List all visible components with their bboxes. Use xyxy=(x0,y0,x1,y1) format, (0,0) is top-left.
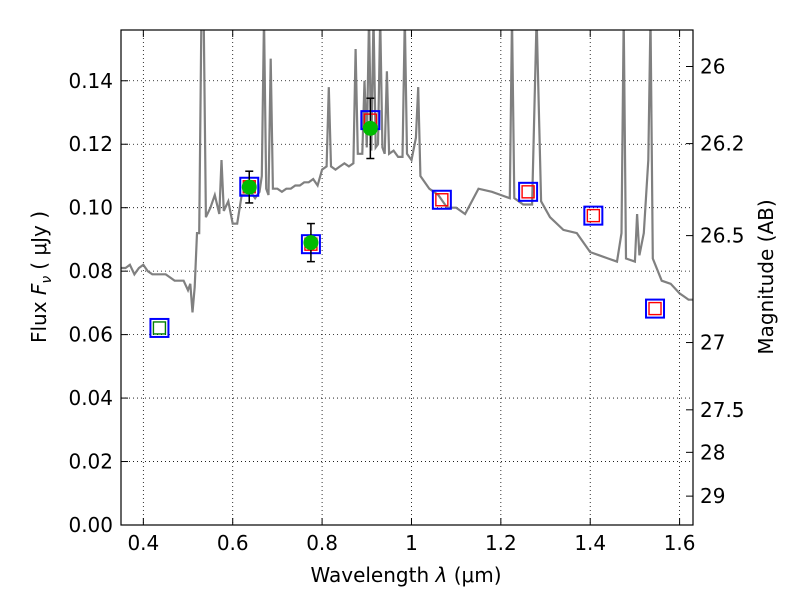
y-tick-label: 0.08 xyxy=(68,259,113,283)
y2-tick-label: 27.5 xyxy=(700,398,745,422)
observed-point xyxy=(303,235,319,251)
y-tick-label: 0.12 xyxy=(68,132,113,156)
observed-point xyxy=(241,179,257,195)
model-box xyxy=(431,189,452,210)
y2-tick-label: 26 xyxy=(700,54,725,78)
x-tick-label: 0.6 xyxy=(217,531,249,555)
y2-tick-label: 29 xyxy=(700,484,725,508)
y2-axis-label: Magnitude (AB) xyxy=(754,199,778,354)
model-box-inner xyxy=(586,208,601,223)
y2-tick-label: 26.2 xyxy=(700,132,745,156)
x-tick-label: 1.6 xyxy=(664,531,696,555)
model-box-inner xyxy=(152,321,167,335)
y-axis-label-subscript: ν xyxy=(39,276,55,284)
x-tick-label: 1.2 xyxy=(485,531,517,555)
x-tick-label: 1.4 xyxy=(574,531,606,555)
x-tick-label: 1 xyxy=(405,531,418,555)
observed-markers xyxy=(241,97,378,263)
model-box xyxy=(645,298,666,319)
plot-area xyxy=(121,30,693,338)
model-box-inner xyxy=(521,185,535,199)
y-axis-label: Flux Fν ( μJy ) xyxy=(27,211,55,343)
x-axis-label-text: Wavelength xyxy=(310,563,429,587)
ticks: 0.4 0.6 0.8 1 1.2 1.4 1.6 0.00 0.02 0.04 0.06 0.08 0… xyxy=(68,30,745,555)
y-tick-label: 0.06 xyxy=(68,323,113,347)
x-axis-label-unit: (μm) xyxy=(454,563,502,587)
observed-point xyxy=(362,120,378,136)
x-axis-label: Wavelength λ (μm) xyxy=(310,563,501,587)
y-tick-label: 0.10 xyxy=(68,196,113,220)
y-axis-label-text: Flux xyxy=(27,301,51,343)
plot-frame xyxy=(120,29,694,526)
y2-tick-label: 28 xyxy=(700,440,725,464)
y-tick-label: 0.02 xyxy=(68,450,113,474)
y2-tick-label: 27 xyxy=(700,331,725,355)
x-axis-label-symbol: λ xyxy=(435,563,448,587)
model-box xyxy=(583,205,604,226)
y-axis-label-symbol: F xyxy=(27,283,51,295)
x-tick-label: 0.4 xyxy=(127,531,159,555)
model-box xyxy=(149,317,170,338)
y-tick-label: 0.04 xyxy=(68,386,113,410)
y-tick-label: 0.00 xyxy=(68,513,113,537)
model-box xyxy=(518,181,539,202)
model-box-inner xyxy=(435,193,449,207)
model-box-inner xyxy=(648,301,662,316)
spectrum-line xyxy=(121,30,693,313)
x-tick-label: 0.8 xyxy=(306,531,338,555)
y2-tick-label: 26.5 xyxy=(700,224,745,248)
y-tick-label: 0.14 xyxy=(68,69,113,93)
y-axis-label-unit: ( μJy ) xyxy=(27,211,51,270)
